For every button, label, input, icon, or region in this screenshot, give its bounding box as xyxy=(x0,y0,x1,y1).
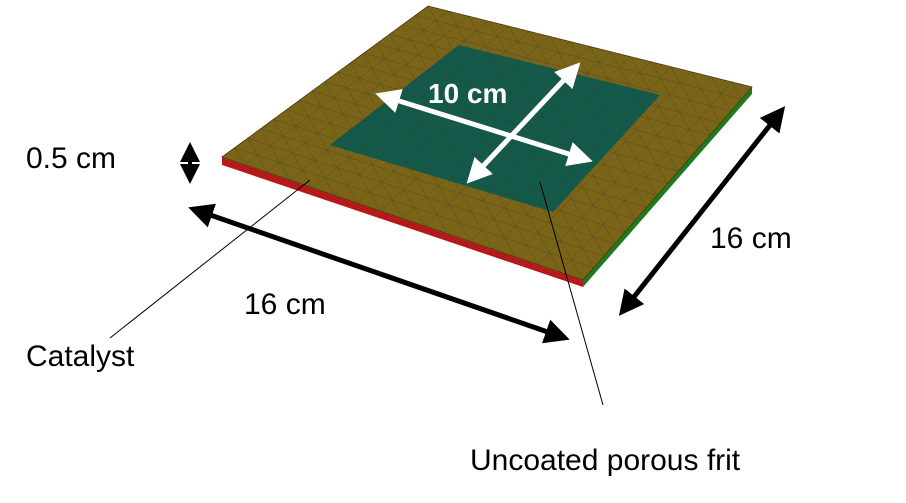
front-width-label: 16 cm xyxy=(244,290,326,320)
thickness-label: 0.5 cm xyxy=(26,144,116,174)
inner-square-label: 10 cm xyxy=(428,80,507,108)
right-width-label: 16 cm xyxy=(710,224,792,254)
catalyst-label: Catalyst xyxy=(26,342,134,372)
frit-label: Uncoated porous frit xyxy=(470,446,740,476)
